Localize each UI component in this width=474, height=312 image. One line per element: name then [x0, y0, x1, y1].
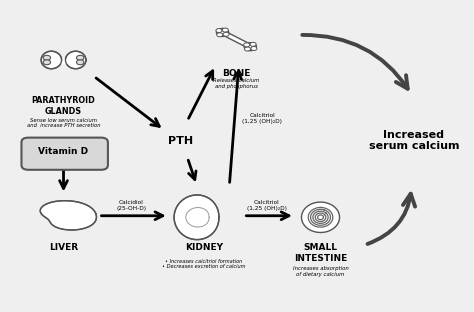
Text: Sense low serum calcium
and  increase PTH secretion: Sense low serum calcium and increase PTH… [27, 118, 100, 129]
Text: • Increases calcitriol formation
• Decreases excretion of calcium: • Increases calcitriol formation • Decre… [162, 259, 246, 270]
Circle shape [76, 55, 84, 60]
Text: Releases calcium
and phosphorus: Releases calcium and phosphorus [213, 78, 260, 89]
Circle shape [244, 43, 250, 47]
Circle shape [217, 33, 223, 37]
Text: LIVER: LIVER [49, 243, 78, 252]
Polygon shape [65, 51, 86, 69]
Text: PTH: PTH [168, 136, 193, 146]
Circle shape [222, 28, 228, 32]
Circle shape [223, 32, 229, 36]
Circle shape [43, 60, 51, 65]
FancyBboxPatch shape [21, 138, 108, 170]
Circle shape [216, 29, 222, 32]
Text: Calcidiol
(25-OH-D): Calcidiol (25-OH-D) [116, 200, 146, 211]
Polygon shape [40, 201, 96, 230]
Polygon shape [60, 60, 67, 62]
Polygon shape [41, 51, 62, 69]
Circle shape [76, 60, 84, 65]
Circle shape [43, 55, 51, 60]
Text: Increases absorption
of dietary calcium: Increases absorption of dietary calcium [292, 266, 348, 277]
Circle shape [217, 28, 228, 37]
Text: Vitamin D: Vitamin D [38, 147, 89, 156]
Text: Calcitriol
(1,25 (OH)₂D): Calcitriol (1,25 (OH)₂D) [242, 113, 282, 124]
Circle shape [245, 47, 251, 51]
Polygon shape [301, 202, 339, 232]
Polygon shape [221, 31, 252, 48]
Text: BONE: BONE [222, 69, 251, 78]
Circle shape [250, 42, 256, 46]
Text: KIDNEY: KIDNEY [185, 243, 223, 252]
Text: Increased
serum calcium: Increased serum calcium [369, 130, 459, 152]
Text: PARATHYROID
GLANDS: PARATHYROID GLANDS [32, 96, 95, 116]
Circle shape [244, 43, 256, 51]
Text: SMALL
INTESTINE: SMALL INTESTINE [294, 243, 347, 263]
Circle shape [251, 46, 257, 51]
Polygon shape [174, 195, 219, 240]
Text: Calcitriol
(1,25 (OH)₂D): Calcitriol (1,25 (OH)₂D) [247, 200, 287, 211]
